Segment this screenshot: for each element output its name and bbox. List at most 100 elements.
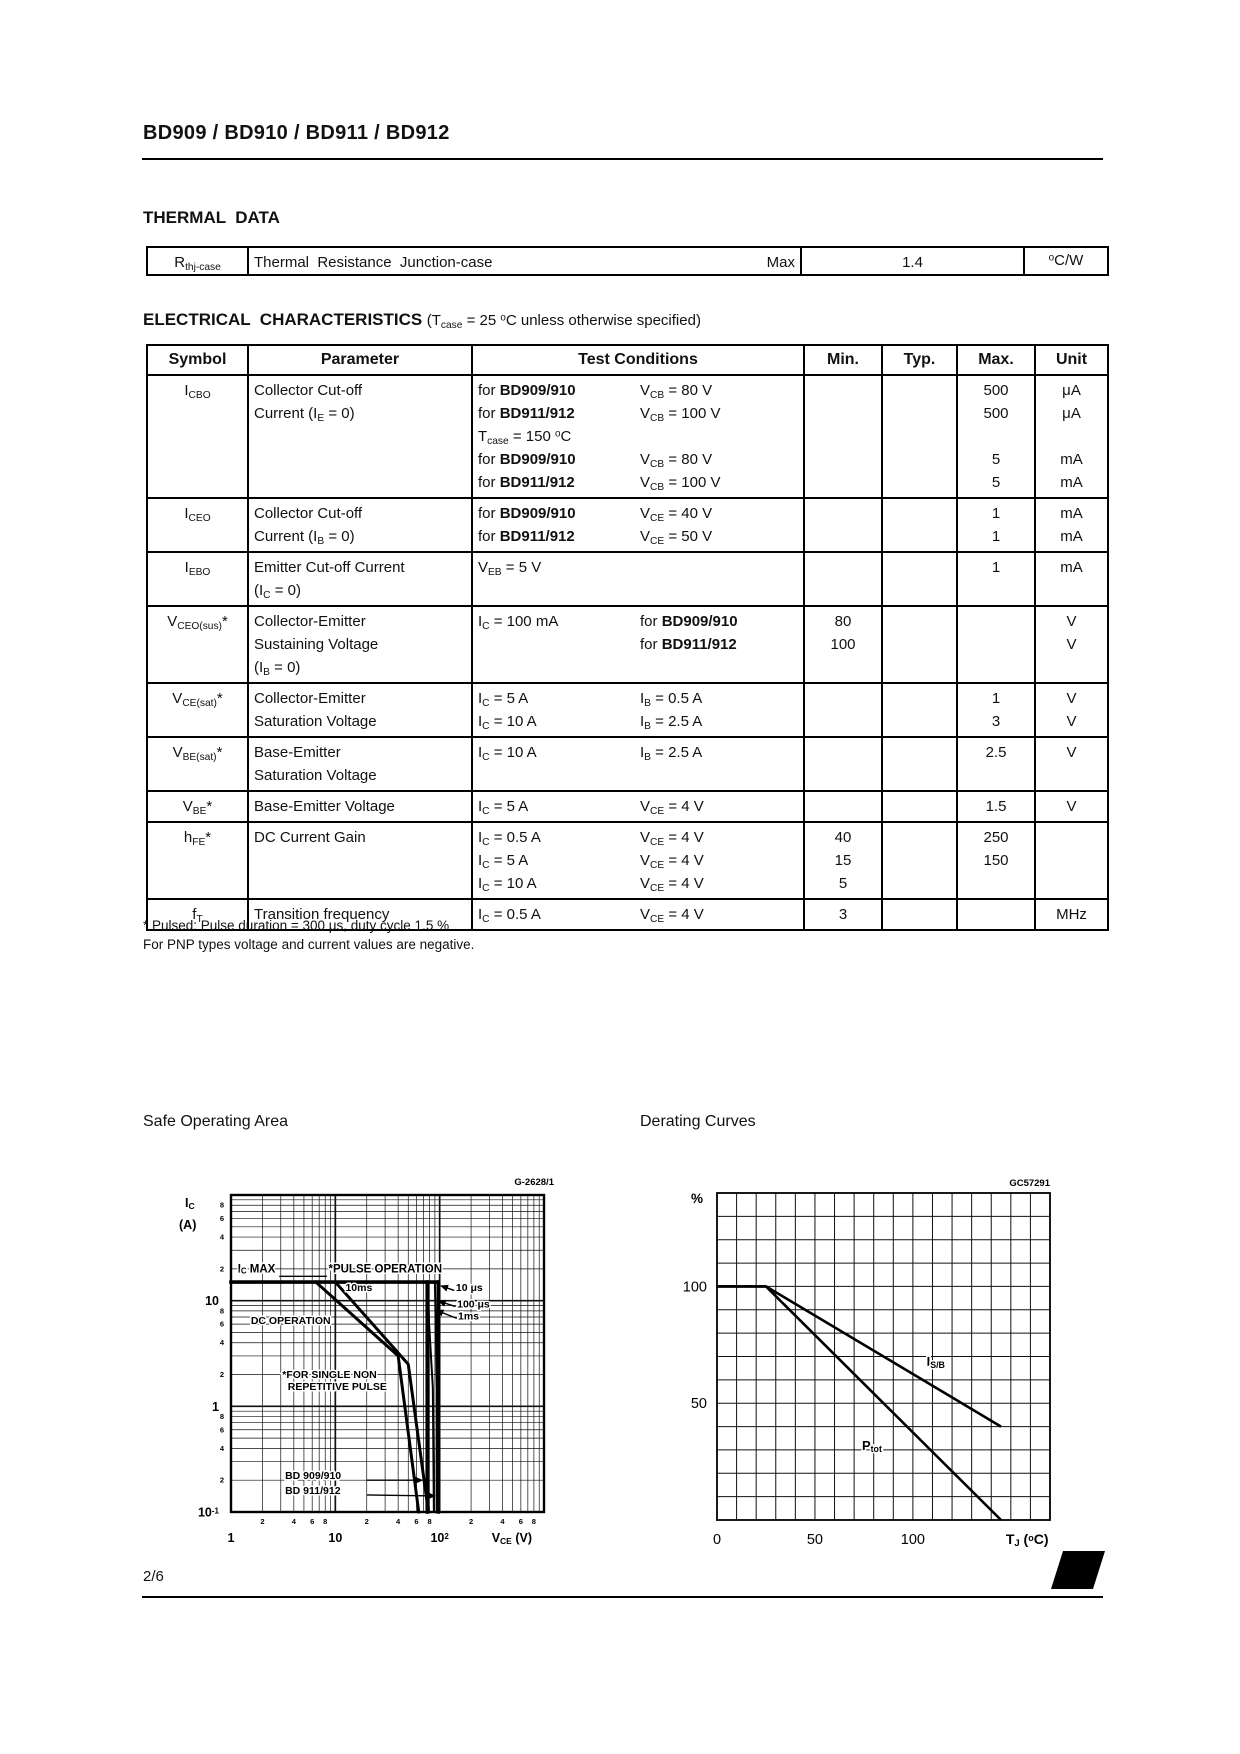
- value-line: V: [1066, 690, 1077, 707]
- parameter-line: Saturation Voltage: [254, 767, 377, 784]
- thermal-data-heading: THERMAL DATA: [143, 208, 280, 227]
- parameter-line: Collector Cut-off: [254, 505, 363, 522]
- condition-line: IC = 100 mA for BD909/910: [478, 610, 798, 633]
- condition-left: IC = 0.5 A: [478, 829, 541, 848]
- condition-right: [640, 425, 798, 448]
- condition-right: VCE = 4 V: [640, 829, 704, 848]
- cell-unit: MHz: [1036, 900, 1107, 929]
- electrical-heading-line: ELECTRICAL CHARACTERISTICS (Tcase = 25 o…: [143, 310, 701, 330]
- condition-line: for BD909/910 VCB = 80 V: [478, 379, 798, 402]
- condition-line: for BD909/910 VCE = 40 V: [478, 502, 798, 525]
- value-line: 1.5: [985, 798, 1007, 815]
- svg-text:50: 50: [807, 1532, 823, 1548]
- value-line: μA: [1062, 405, 1081, 422]
- svg-text:2: 2: [260, 1517, 264, 1526]
- svg-text:4: 4: [292, 1517, 297, 1526]
- condition-left: for BD911/912: [478, 474, 575, 491]
- condition-right: IB = 0.5 A: [640, 690, 703, 709]
- cell-max: 1: [958, 553, 1036, 605]
- condition-left: IC = 10 A: [478, 875, 537, 894]
- condition-right: for BD909/910: [640, 613, 738, 630]
- parameter-line: Base-Emitter Voltage: [254, 798, 395, 815]
- value-line: V: [1066, 713, 1077, 730]
- condition-right: VCE = 50 V: [640, 528, 713, 547]
- condition-left: for BD911/912: [478, 528, 575, 545]
- condition-left: IC = 0.5 A: [478, 906, 541, 925]
- cell-max: [958, 607, 1036, 682]
- electrical-note: (Tcase = 25 oC unless otherwise specifie…: [426, 312, 701, 331]
- cell-conditions: IC = 10 A IB = 2.5 A: [473, 738, 805, 790]
- cell-typ: [883, 900, 958, 929]
- column-header: Parameter: [249, 346, 473, 374]
- svg-text:1: 1: [228, 1531, 235, 1545]
- cell-parameter: Collector Cut-off Current (IE = 0): [249, 376, 473, 497]
- value-line: 3: [991, 713, 1001, 730]
- cell-symbol: VBE(sat)*: [148, 738, 249, 790]
- cell-conditions: IC = 5 A VCE = 4 V: [473, 792, 805, 821]
- cell-unit: mA mA: [1036, 499, 1107, 551]
- cell-unit: μA μA mA mA: [1036, 376, 1107, 497]
- value-line: 5: [991, 474, 1001, 491]
- svg-text:6: 6: [414, 1517, 418, 1526]
- value-line: 150: [983, 852, 1009, 869]
- condition-line: IC = 5 A VCE = 4 V: [478, 849, 798, 872]
- condition-line: for BD911/912 VCB = 100 V: [478, 402, 798, 425]
- svg-text:IC: IC: [185, 1196, 195, 1211]
- cell-unit: [1036, 823, 1107, 898]
- cell-symbol: VCEO(sus)*: [148, 607, 249, 682]
- value-line: 500: [983, 405, 1009, 422]
- condition-line: VEB = 5 V: [478, 556, 798, 579]
- svg-text:6: 6: [519, 1517, 523, 1526]
- value-line: V: [1066, 636, 1077, 653]
- svg-text:TJ (oC): TJ (oC): [1006, 1531, 1049, 1549]
- svg-text:0: 0: [713, 1532, 721, 1548]
- svg-text:G-2628/1: G-2628/1: [514, 1177, 554, 1188]
- svg-text:*FOR SINGLE NON: *FOR SINGLE NON: [282, 1369, 377, 1381]
- table-row: hFE* DC Current Gain IC = 0.5 A VCE = 4 V IC…: [148, 821, 1107, 898]
- value-line: 5: [991, 451, 1001, 468]
- value-line: V: [1066, 744, 1077, 761]
- condition-left: Tcase = 150 oC: [478, 428, 572, 447]
- svg-text:1: 1: [212, 1400, 219, 1414]
- svg-text:2: 2: [469, 1517, 473, 1526]
- cell-conditions: for BD909/910 VCE = 40 V for BD911/912 VCE …: [473, 499, 805, 551]
- svg-text:2: 2: [220, 1370, 224, 1379]
- parameter-line: Collector-Emitter: [254, 690, 366, 707]
- value-line: 500: [983, 382, 1009, 399]
- svg-text:2: 2: [220, 1476, 224, 1485]
- cell-symbol: fT: [148, 900, 249, 929]
- condition-left: [478, 633, 640, 656]
- value-line: mA: [1060, 505, 1083, 522]
- svg-text:10 μs: 10 μs: [456, 1282, 483, 1294]
- cell-conditions: for BD909/910 VCB = 80 V for BD911/912 VCB …: [473, 376, 805, 497]
- condition-right: VCB = 80 V: [640, 451, 713, 470]
- cell-parameter: Base-Emitter Voltage: [249, 792, 473, 821]
- condition-right: VCE = 4 V: [640, 875, 704, 894]
- cell-symbol: ICEO: [148, 499, 249, 551]
- svg-text:2: 2: [365, 1517, 369, 1526]
- condition-line: IC = 10 A IB = 2.5 A: [478, 741, 798, 764]
- value-line: 40: [834, 829, 852, 846]
- condition-right: VCE = 40 V: [640, 505, 713, 524]
- condition-line: IC = 0.5 A VCE = 4 V: [478, 903, 798, 926]
- cell-symbol: VBE*: [148, 792, 249, 821]
- value-line: MHz: [1056, 906, 1087, 923]
- condition-right: IB = 2.5 A: [640, 744, 703, 763]
- parameter-line: Collector Cut-off: [254, 382, 363, 399]
- thermal-qualifier: Max: [766, 254, 795, 271]
- thermal-symbol: Rthj-case: [148, 248, 249, 274]
- value-line: 3: [838, 906, 848, 923]
- svg-text:10ms: 10ms: [345, 1282, 372, 1294]
- value-line: 1: [991, 528, 1001, 545]
- value-line: V: [1066, 613, 1077, 630]
- table-row: VCEO(sus)* Collector-Emitter Sustaining Vo…: [148, 605, 1107, 682]
- value-line: 5: [838, 875, 848, 892]
- value-line: μA: [1062, 382, 1081, 399]
- condition-line: Tcase = 150 oC: [478, 425, 798, 448]
- table-row: fT Transition frequency IC = 0.5 A VCE = 4 …: [148, 898, 1107, 929]
- condition-right: [640, 556, 798, 579]
- value-line: 1: [991, 505, 1001, 522]
